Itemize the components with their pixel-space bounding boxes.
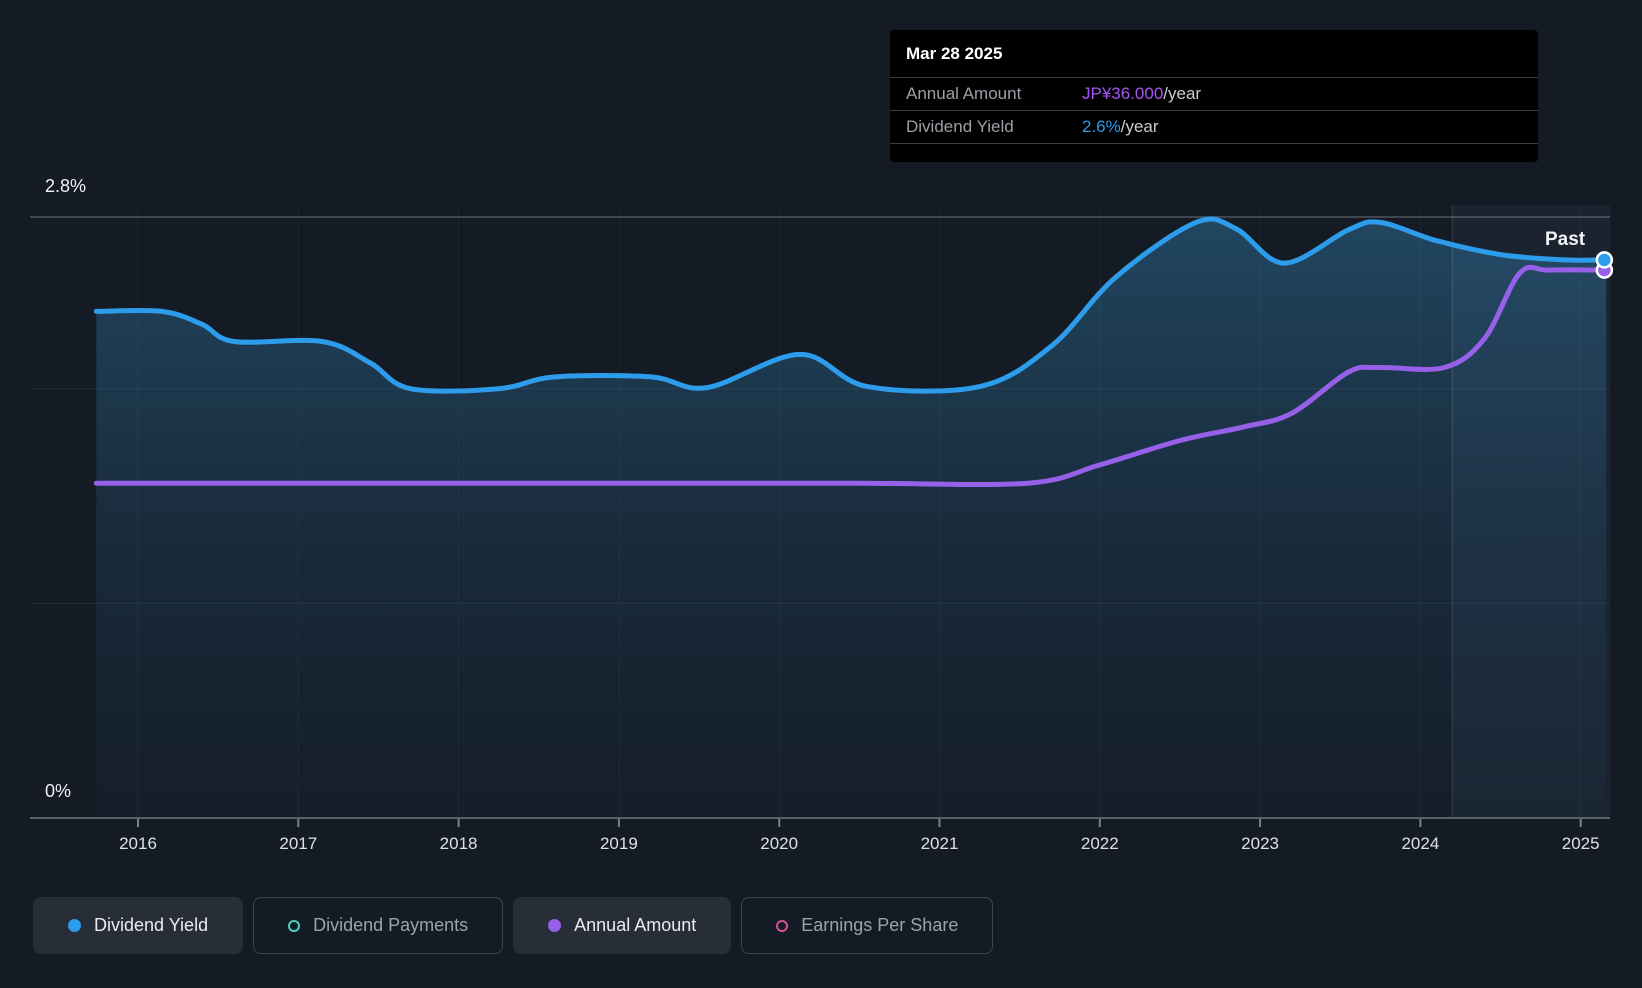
chart-tooltip: Mar 28 2025 Annual Amount JP¥36.000 /yea… [890, 30, 1538, 162]
x-axis-label-2023: 2023 [1241, 834, 1280, 853]
x-axis-label-2025: 2025 [1561, 834, 1600, 853]
filled-dot-icon [548, 919, 562, 932]
dividend-yield-area [96, 218, 1607, 818]
x-axis-label-2020: 2020 [760, 834, 799, 853]
ring-dot-icon [288, 919, 301, 932]
tooltip-row-annual-amount: Annual Amount JP¥36.000 /year [890, 77, 1538, 110]
filled-dot-icon [68, 919, 81, 932]
x-axis-label-2016: 2016 [119, 834, 157, 853]
legend-label: Annual Amount [574, 915, 697, 935]
tooltip-annual-amount-value: JP¥36.000 [1082, 84, 1164, 103]
chart-legend: Dividend Yield Dividend Payments Annual Am… [33, 897, 994, 954]
annual-amount-line [93, 264, 1609, 488]
x-axis-label-2018: 2018 [439, 834, 478, 853]
y-axis-max-label: 2.8% [45, 176, 87, 196]
x-axis-label-2022: 2022 [1080, 834, 1119, 853]
tooltip-dividend-yield-label: Dividend Yield [906, 117, 1014, 136]
x-axis-label-2024: 2024 [1401, 834, 1440, 853]
legend-label: Dividend Payments [313, 915, 469, 935]
tooltip-annual-amount-suffix: /year [1163, 84, 1202, 103]
x-axis-label-2019: 2019 [599, 834, 638, 853]
tooltip-annual-amount-label: Annual Amount [906, 84, 1022, 103]
tooltip-dividend-yield-value: 2.6% [1082, 117, 1121, 136]
y-axis-min-label: 0% [45, 781, 72, 801]
tooltip-dividend-yield-suffix: /year [1120, 117, 1159, 136]
legend-label: Earnings Per Share [801, 915, 959, 935]
dividend-yield-line [93, 216, 1609, 394]
x-axis-label-2017: 2017 [279, 834, 318, 853]
legend-toggle-earnings-per-share[interactable]: Earnings Per Share [741, 897, 994, 954]
dividend-yield-end-marker [1595, 251, 1614, 269]
ring-dot-icon [776, 919, 789, 932]
tooltip-row-dividend-yield: Dividend Yield 2.6% /year [890, 110, 1538, 143]
x-axis-labels: 2016 2017 2018 2019 2020 2021 2022 2023 2024 2025 [0, 834, 1642, 858]
tooltip-date: Mar 28 2025 [906, 43, 1003, 63]
x-axis-label-2021: 2021 [920, 834, 959, 853]
past-label: Past [1545, 229, 1586, 250]
legend-toggle-dividend-yield[interactable]: Dividend Yield [33, 897, 244, 954]
tooltip-bottom-divider [890, 143, 1538, 144]
legend-label: Dividend Yield [94, 915, 209, 935]
legend-toggle-dividend-payments[interactable]: Dividend Payments [253, 897, 504, 954]
legend-toggle-annual-amount[interactable]: Annual Amount [513, 897, 732, 954]
